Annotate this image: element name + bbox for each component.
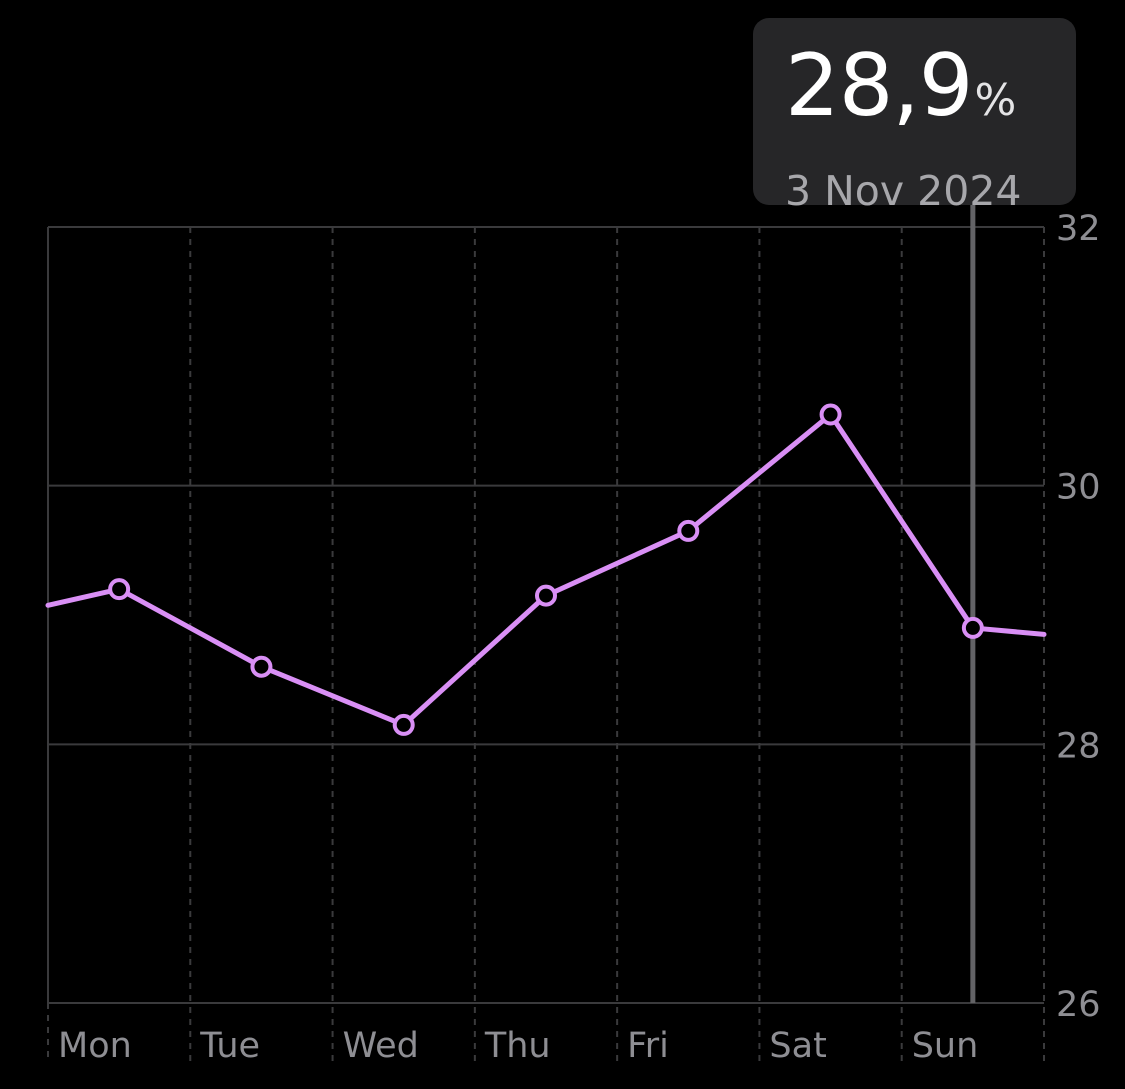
data-point-sat xyxy=(819,403,842,426)
x-tick-label-sun: Sun xyxy=(912,1026,979,1066)
tooltip-value: 28,9% xyxy=(785,36,1016,136)
data-point-wed xyxy=(392,713,415,736)
value-tooltip: 28,9% 3 Nov 2024 xyxy=(753,18,1076,215)
series-line xyxy=(45,412,1047,728)
series-group xyxy=(45,412,1047,728)
grid xyxy=(47,226,1045,1063)
data-point-sun xyxy=(961,616,984,639)
x-tick-label-sat: Sat xyxy=(769,1026,826,1066)
data-point-fri xyxy=(677,519,700,542)
data-point-mon xyxy=(108,578,131,601)
x-tick-label-mon: Mon xyxy=(58,1026,132,1066)
x-tick-label-wed: Wed xyxy=(343,1026,419,1066)
data-points xyxy=(108,403,984,736)
x-tick-label-thu: Thu xyxy=(484,1026,551,1066)
x-tick-label-tue: Tue xyxy=(199,1026,260,1066)
axis-labels: Mon Tue Wed Thu Fri Sat Sun 26 28 30 32 xyxy=(58,209,1101,1066)
y-tick-label-26: 26 xyxy=(1056,985,1101,1025)
x-tick-label-fri: Fri xyxy=(627,1026,669,1066)
data-point-thu xyxy=(535,584,557,607)
data-point-tue xyxy=(250,655,273,678)
y-tick-label-28: 28 xyxy=(1056,726,1101,766)
y-tick-label-30: 30 xyxy=(1056,468,1101,508)
tooltip-date: 3 Nov 2024 xyxy=(785,167,1022,215)
tooltip-unit: % xyxy=(974,75,1017,126)
tooltip-number: 28,9 xyxy=(785,36,973,136)
y-tick-label-32: 32 xyxy=(1056,209,1101,249)
